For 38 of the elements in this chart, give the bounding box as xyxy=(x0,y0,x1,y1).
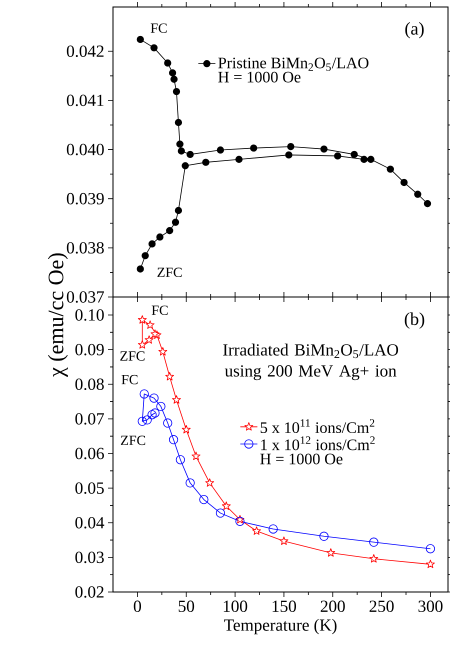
annotation: ZFC xyxy=(157,268,182,278)
y-tick-label: 0.06 xyxy=(75,448,104,460)
y-tick-label: 0.039 xyxy=(66,192,104,204)
annotation: FC xyxy=(122,374,138,384)
y-tick-label: 0.042 xyxy=(66,45,104,58)
text: (a) xyxy=(405,22,424,38)
annotation: FC xyxy=(150,23,167,33)
y-tick-label: 0.037 xyxy=(66,291,104,303)
x-tick-label: 300 xyxy=(418,600,443,612)
legend-label: Pristine BiMn$_{2}$O$_{5}$/LAO xyxy=(218,58,368,71)
x-tick-label: 150 xyxy=(272,600,296,612)
x-tick-label: 200 xyxy=(320,600,345,612)
annotation: FC xyxy=(152,306,168,315)
y-tick-label: 0.041 xyxy=(66,94,104,106)
x-tick-label: 100 xyxy=(224,600,248,612)
y-tick-label: 0.07 xyxy=(75,413,104,425)
y-axis-title: χ (emu/cc Oe) xyxy=(48,253,68,378)
x-tick-label: 250 xyxy=(370,600,394,612)
y-tick-label: 0.08 xyxy=(75,378,104,390)
x-tick-label: 0 xyxy=(134,600,142,612)
annotation: ZFC xyxy=(120,436,146,446)
text: Irradiated BiMn$_{2}$O$_{5}$/LAO using 200 MeV Ag+ ion xyxy=(223,344,398,380)
y-tick-label: 0.05 xyxy=(75,482,104,494)
annotation: H = 1000 Oe xyxy=(218,72,300,82)
y-tick-label: 0.03 xyxy=(75,552,104,564)
y-tick-label: 0.10 xyxy=(75,309,104,321)
y-tick-label: 0.02 xyxy=(75,586,104,598)
annotation: ZFC xyxy=(120,351,144,361)
y-tick-label: 0.038 xyxy=(66,242,104,254)
text: (b) xyxy=(404,312,424,329)
legend-label: 5 x 10$^{11}$ ions/Cm$^{2}$ xyxy=(260,419,374,434)
y-tick-label: 0.04 xyxy=(75,516,104,529)
x-tick-label: 50 xyxy=(178,600,194,612)
x-axis-title: Temperature (K) xyxy=(224,618,337,634)
annotation: H = 1000 Oe xyxy=(260,454,342,464)
y-tick-label: 0.09 xyxy=(75,344,104,356)
legend-label: 1 x 10$^{12}$ ions/Cm$^{2}$ xyxy=(261,436,375,450)
y-tick-label: 0.040 xyxy=(66,144,104,156)
